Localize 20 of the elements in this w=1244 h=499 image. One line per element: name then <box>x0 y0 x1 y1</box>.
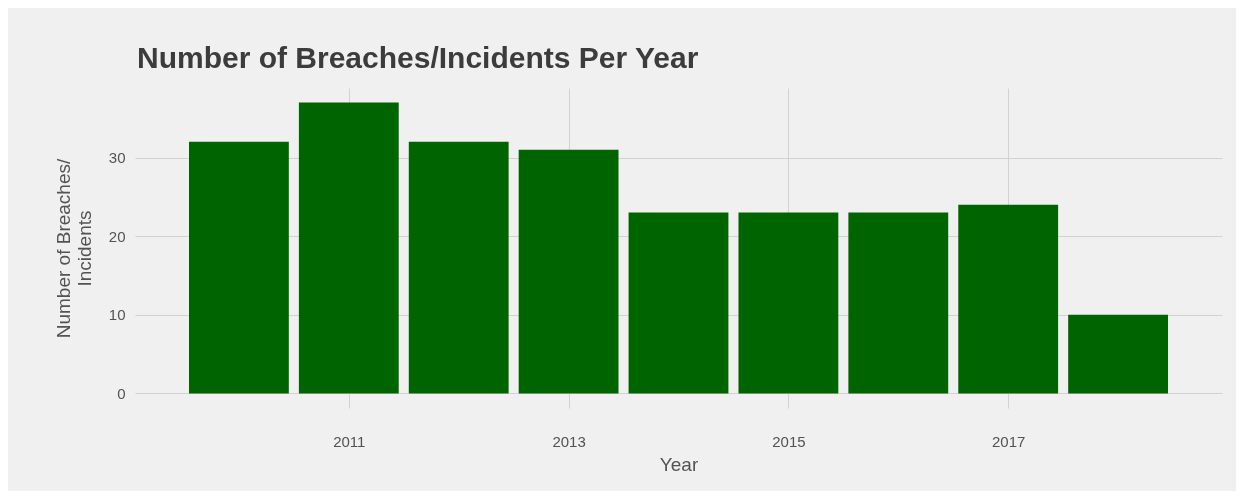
y-tick-label: 20 <box>108 227 126 245</box>
y-tick-label: 10 <box>108 306 126 324</box>
chart-title: Number of Breaches/Incidents Per Year <box>137 41 699 74</box>
bar <box>738 212 839 394</box>
y-axis-title: Number of Breaches/ Incidents <box>52 158 95 339</box>
bar <box>958 204 1059 394</box>
bar <box>518 149 619 394</box>
y-tick-label: 0 <box>117 384 126 402</box>
x-tick-label: 2015 <box>772 432 806 450</box>
bar <box>848 212 949 394</box>
x-axis-title: Year <box>659 453 699 475</box>
bar <box>628 212 729 394</box>
bar <box>408 141 509 394</box>
bar <box>298 102 399 394</box>
x-tick-label: 2011 <box>333 432 366 450</box>
bar <box>188 141 289 394</box>
bar <box>1068 314 1169 394</box>
y-tick-label: 30 <box>108 149 126 167</box>
x-tick-label: 2017 <box>992 432 1026 450</box>
x-tick-label: 2013 <box>552 432 586 450</box>
